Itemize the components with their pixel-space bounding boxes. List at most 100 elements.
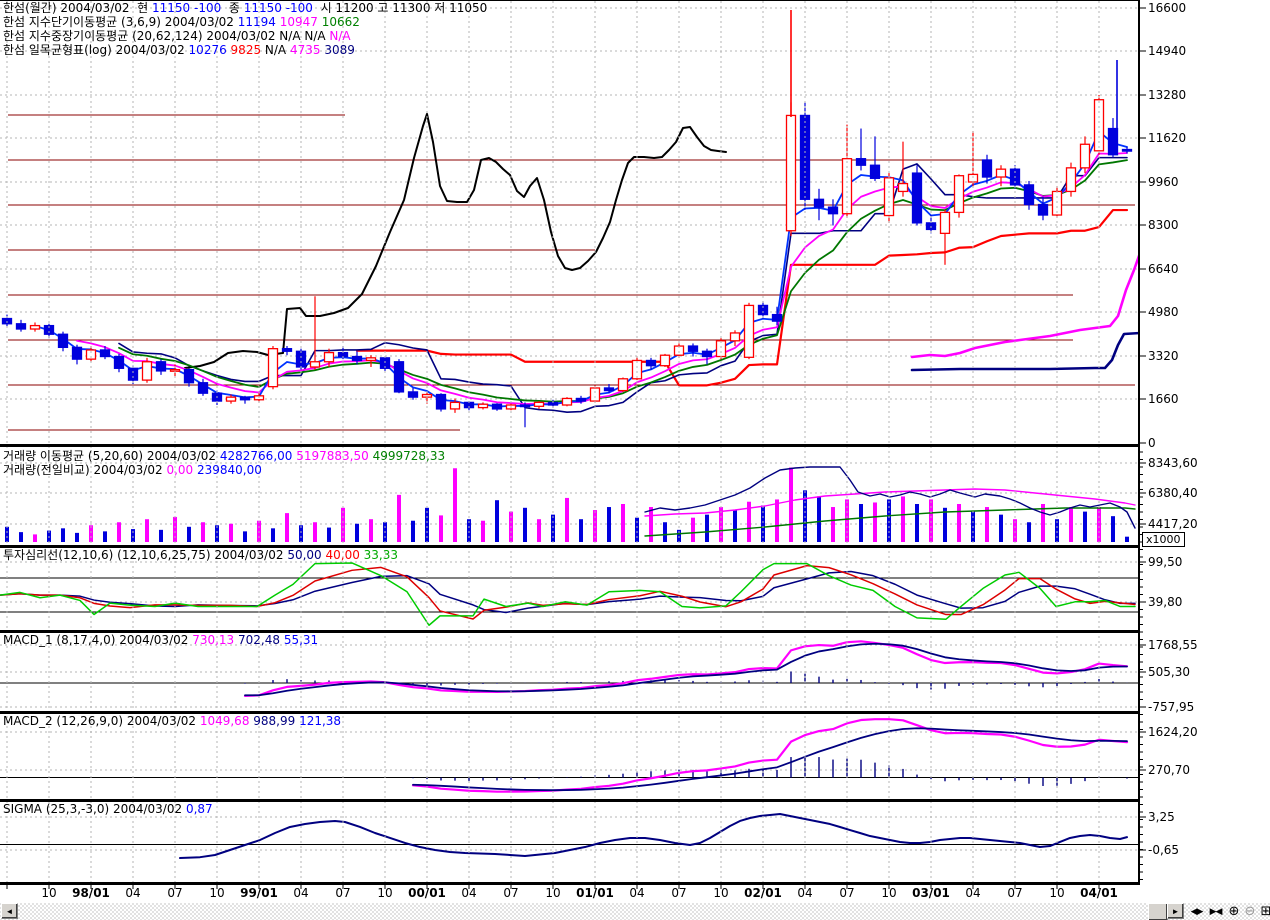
- x-axis-label: 04: [797, 886, 813, 900]
- x-axis-label: 98/01: [72, 886, 110, 900]
- y-axis-label: 1768,55: [1148, 638, 1198, 652]
- legend-segment: 50,00: [287, 548, 326, 562]
- y-axis-label: 4417,20: [1148, 517, 1198, 531]
- x-axis-label: 10: [377, 886, 393, 900]
- indicator-legend-row: MACD_1 (8,17,4,0) 2004/03/02 730,13 702,…: [3, 634, 318, 647]
- legend-segment: 40,00: [325, 548, 364, 562]
- x-axis-label: 04: [293, 886, 309, 900]
- legend-segment: 11150 -100: [243, 1, 313, 15]
- x-axis-label: 07: [671, 886, 687, 900]
- legend-segment: 4999728,33: [372, 449, 446, 463]
- y-axis-label: 16600: [1148, 1, 1187, 15]
- legend-segment: 5197883,50: [296, 449, 373, 463]
- indicator-legend-row: SIGMA (25,3,-3,0) 2004/03/02 0,87: [3, 803, 213, 816]
- y-axis-label: 14940: [1148, 44, 1187, 58]
- y-axis-label: 6380,40: [1148, 486, 1198, 500]
- indicator-legend-row: MACD_2 (12,26,9,0) 2004/03/02 1049,68 98…: [3, 715, 341, 728]
- chart-toolbar: ◀▶ ▶◀ ⊕ ⊖ ⊞: [1188, 903, 1270, 920]
- legend-segment: 9825: [230, 43, 265, 57]
- legend-segment: SIGMA (25,3,-3,0) 2004/03/02: [3, 802, 186, 816]
- legend-segment: 0,00: [166, 463, 197, 477]
- legend-segment: 10662: [321, 15, 360, 29]
- x-axis-label: 10: [545, 886, 561, 900]
- y-axis-label: 1660: [1148, 392, 1179, 406]
- legend-segment: 988,99: [253, 714, 300, 728]
- x-axis-label: 10: [209, 886, 225, 900]
- legend-segment: 4282766,00: [219, 449, 297, 463]
- indicator-legend-row: 거래량 이동평균 (5,20,60) 2004/03/02 4282766,00…: [3, 450, 445, 463]
- y-axis-label: 13280: [1148, 88, 1187, 102]
- legend-segment: 121,38: [299, 714, 342, 728]
- x-axis-label: 07: [503, 886, 519, 900]
- y-axis-label: 9960: [1148, 175, 1179, 189]
- y-axis-label: 99,50: [1148, 555, 1183, 569]
- legend-segment: 33,33: [363, 548, 399, 562]
- legend-segment: 0,87: [185, 802, 213, 816]
- indicator-legend-row: 거래량(전일비교) 2004/03/02 0,00 239840,00: [3, 464, 262, 477]
- indicator-legend-row: 한섬 지수중장기이동평균 (20,62,124) 2004/03/02 N/A …: [3, 30, 351, 43]
- x-axis-label: 07: [1007, 886, 1023, 900]
- expand-horizontal-icon[interactable]: ◀▶: [1190, 906, 1204, 917]
- y-axis-label: 0: [1148, 436, 1156, 450]
- legend-segment: 종: [221, 1, 244, 15]
- y-axis-label: 8343,60: [1148, 456, 1198, 470]
- legend-segment: 4735: [289, 43, 325, 57]
- legend-segment: 10276: [188, 43, 231, 57]
- x-axis-label: 10: [713, 886, 729, 900]
- legend-segment: 11194: [237, 15, 280, 29]
- legend-segment: 10947: [279, 15, 322, 29]
- horizontal-scrollbar[interactable]: ◄ ► ◀▶ ▶◀ ⊕ ⊖ ⊞: [0, 903, 1270, 920]
- y-axis-label: 270,70: [1148, 763, 1190, 777]
- legend-segment: MACD_2 (12,26,9,0) 2004/03/02: [3, 714, 200, 728]
- legend-segment: 한섬 지수중장기이동평균 (20,62,124) 2004/03/02 N/A …: [3, 29, 330, 43]
- legend-segment: 239840,00: [196, 463, 262, 477]
- x-axis-label: 02/01: [744, 886, 782, 900]
- x-axis-label: 10: [1049, 886, 1065, 900]
- x-axis-label: 04/01: [1080, 886, 1118, 900]
- legend-segment: 730,13: [192, 633, 239, 647]
- y-axis-label: 11620: [1148, 131, 1187, 145]
- x-axis-label: 07: [839, 886, 855, 900]
- scrollbar-thumb[interactable]: [1148, 903, 1168, 920]
- x-axis-label: 04: [965, 886, 981, 900]
- legend-segment: 한섬(월간) 2004/03/02 현: [3, 1, 152, 15]
- legend-segment: 투자심리선(12,10,6) (12,10,6,25,75) 2004/03/0…: [3, 548, 288, 562]
- zoom-in-icon[interactable]: ⊕: [1228, 903, 1240, 919]
- indicator-legend-row: 한섬(월간) 2004/03/02 현 11150 -100 종 11150 -…: [3, 2, 487, 15]
- y-axis-label: 4980: [1148, 305, 1179, 319]
- grid-window-icon[interactable]: ⊞: [1260, 903, 1270, 919]
- scroll-left-button[interactable]: ◄: [1, 903, 18, 919]
- y-axis-label: 6640: [1148, 262, 1179, 276]
- legend-segment: 시 11200 고 11300 저 11050: [312, 1, 488, 15]
- x-axis-label: 01/01: [576, 886, 614, 900]
- legend-segment: N/A: [329, 29, 351, 43]
- x-axis-label: 10: [881, 886, 897, 900]
- legend-segment: 한섬 일목균형표(log) 2004/03/02: [3, 43, 189, 57]
- legend-segment: 702,48: [238, 633, 284, 647]
- x-axis-label: 03/01: [912, 886, 950, 900]
- x-axis-label: 07: [335, 886, 351, 900]
- legend-segment: 3089: [324, 43, 355, 57]
- legend-segment: 1049,68: [199, 714, 254, 728]
- x-axis-label: 04: [629, 886, 645, 900]
- x-axis-label: 99/01: [240, 886, 278, 900]
- legend-segment: 55,31: [283, 633, 319, 647]
- y-axis-label: 1624,20: [1148, 725, 1198, 739]
- collapse-horizontal-icon[interactable]: ▶◀: [1209, 906, 1223, 917]
- zoom-out-icon[interactable]: ⊖: [1244, 903, 1256, 919]
- legend-segment: 거래량(전일비교) 2004/03/02: [3, 463, 167, 477]
- legend-segment: N/A: [264, 43, 290, 57]
- x-axis-label: 04: [125, 886, 141, 900]
- y-axis-label: 8300: [1148, 218, 1179, 232]
- scroll-right-button[interactable]: ►: [1167, 903, 1184, 919]
- y-axis-label: -757,95: [1148, 700, 1195, 714]
- legend-segment: MACD_1 (8,17,4,0) 2004/03/02: [3, 633, 193, 647]
- y-axis-label: 505,30: [1148, 665, 1190, 679]
- x-axis-label: 00/01: [408, 886, 446, 900]
- legend-segment: 거래량 이동평균 (5,20,60) 2004/03/02: [3, 449, 220, 463]
- y-axis-label: 39,80: [1148, 595, 1183, 609]
- indicator-legend-row: 한섬 지수단기이동평균 (3,6,9) 2004/03/02 11194 109…: [3, 16, 360, 29]
- indicator-legend-row: 투자심리선(12,10,6) (12,10,6,25,75) 2004/03/0…: [3, 549, 398, 562]
